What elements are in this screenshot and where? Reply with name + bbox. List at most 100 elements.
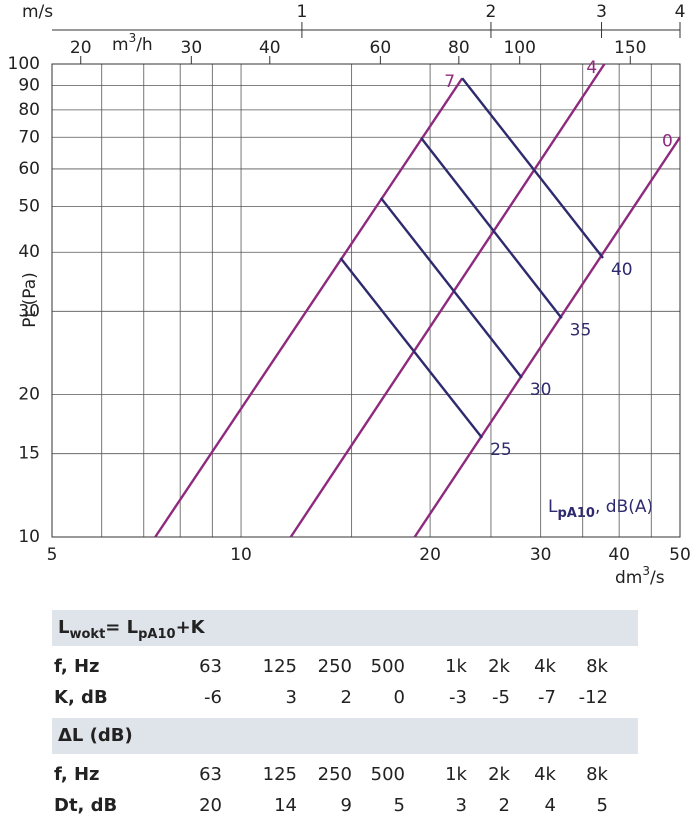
cell: 3 [286,687,297,708]
series-line [154,77,464,538]
x-tick-label: 5 [47,545,58,565]
series-label: 4 [586,58,597,78]
tables: Lwokt= LpA10+Kf, Hz 63 125 250 500 1k 2k 4k 8kK,… [52,610,638,816]
title-part: = L [105,617,138,638]
cell: 125 [263,656,297,677]
series-line [420,137,563,320]
cell: -5 [492,687,510,708]
x-tick-label: 50 [669,545,691,565]
y-tick-label: 10 [18,527,40,547]
title-part: wokt [69,627,105,642]
cell: 20 [199,795,222,816]
title-part: pA10 [138,627,175,642]
top-axis-unit: m3/h [112,31,153,56]
cell: 5 [394,795,405,816]
row-label: Dt, dB [54,795,117,816]
unit-part: /h [136,35,153,55]
x-tick-label: 10 [230,545,252,565]
table-title: ΔL (dB) [58,725,133,746]
cell: 500 [371,656,405,677]
x-axis-label: dm3/s [615,564,665,589]
cell: 2k [488,656,510,677]
cell: 125 [263,764,297,785]
top-tick-label: 3 [596,2,607,22]
cell: -3 [449,687,467,708]
cell: 4 [545,795,556,816]
level-title: LpA10, dB(A) [548,497,653,521]
y-tick-label: 40 [18,242,40,262]
unit-part: /s [650,568,665,588]
x-tick-label: 30 [530,545,552,565]
table-header-band [52,718,638,754]
table-title: Lwokt= LpA10+K [58,617,206,642]
title-part: +K [176,617,206,638]
top-tick-label: 100 [503,38,535,58]
y-tick-label: 70 [18,127,40,147]
row-label: K, dB [54,687,108,708]
unit-part: 3 [642,564,650,578]
title-part: , dB(A) [595,497,653,517]
y-tick-label: 90 [18,76,40,96]
top-tick-label: 150 [614,38,646,58]
unit-part: 3 [129,31,137,45]
y-axis-label: Pt (Pa) [20,272,40,328]
y-tick-label: 100 [8,54,40,74]
cell: -6 [204,687,222,708]
title-part: L [548,497,558,517]
cell: 4k [534,656,556,677]
row-label: f, Hz [54,656,100,677]
cell: 63 [199,764,222,785]
series-label: 35 [570,320,592,340]
series-label: 25 [490,440,512,460]
top-tick-label: 60 [370,38,392,58]
row-label: f, Hz [54,764,100,785]
cell: 1k [445,764,467,785]
cell: -12 [579,687,608,708]
cell: 2k [488,764,510,785]
series-line [413,136,681,538]
cell: 0 [394,687,405,708]
cell: 14 [274,795,297,816]
top-tick-label: 4 [675,2,686,22]
y-tick-label: 15 [18,444,40,464]
cell: 500 [371,764,405,785]
x-tick-label: 40 [608,545,630,565]
cell: 8k [586,656,608,677]
series-line [461,77,604,259]
series-line [289,63,606,538]
unit-part: m [112,35,129,55]
cell: 5 [597,795,608,816]
cell: 2 [499,795,510,816]
y-tick-label: 20 [18,385,40,405]
y-tick-label: 80 [18,100,40,120]
series-label: 7 [444,72,455,92]
y-tick-label: 60 [18,159,40,179]
y-tick-label: 30 [18,301,40,321]
series-label: 30 [530,380,552,400]
top-tick-label: 20 [70,38,92,58]
x-tick-label: 20 [419,545,441,565]
series-label: 40 [611,260,633,280]
top-tick-label: 30 [181,38,203,58]
cell: 1k [445,656,467,677]
top-axis-unit: m/s [22,2,53,22]
table-header-band [52,610,638,646]
cell: 9 [341,795,352,816]
series-line [339,257,484,439]
title-part: L [58,617,69,638]
top-tick-label: 1 [296,2,307,22]
title-part: pA10 [557,506,594,521]
series-label: 0 [662,131,673,151]
cell: 2 [341,687,352,708]
top-tick-label: 80 [448,38,470,58]
cell: 250 [318,764,352,785]
cell: 4k [534,764,556,785]
top-tick-label: 2 [486,2,497,22]
top-tick-label: 40 [259,38,281,58]
y-tick-label: 50 [18,196,40,216]
cell: 8k [586,764,608,785]
cell: -7 [538,687,556,708]
unit-part: dm [615,568,642,588]
cell: 250 [318,656,352,677]
